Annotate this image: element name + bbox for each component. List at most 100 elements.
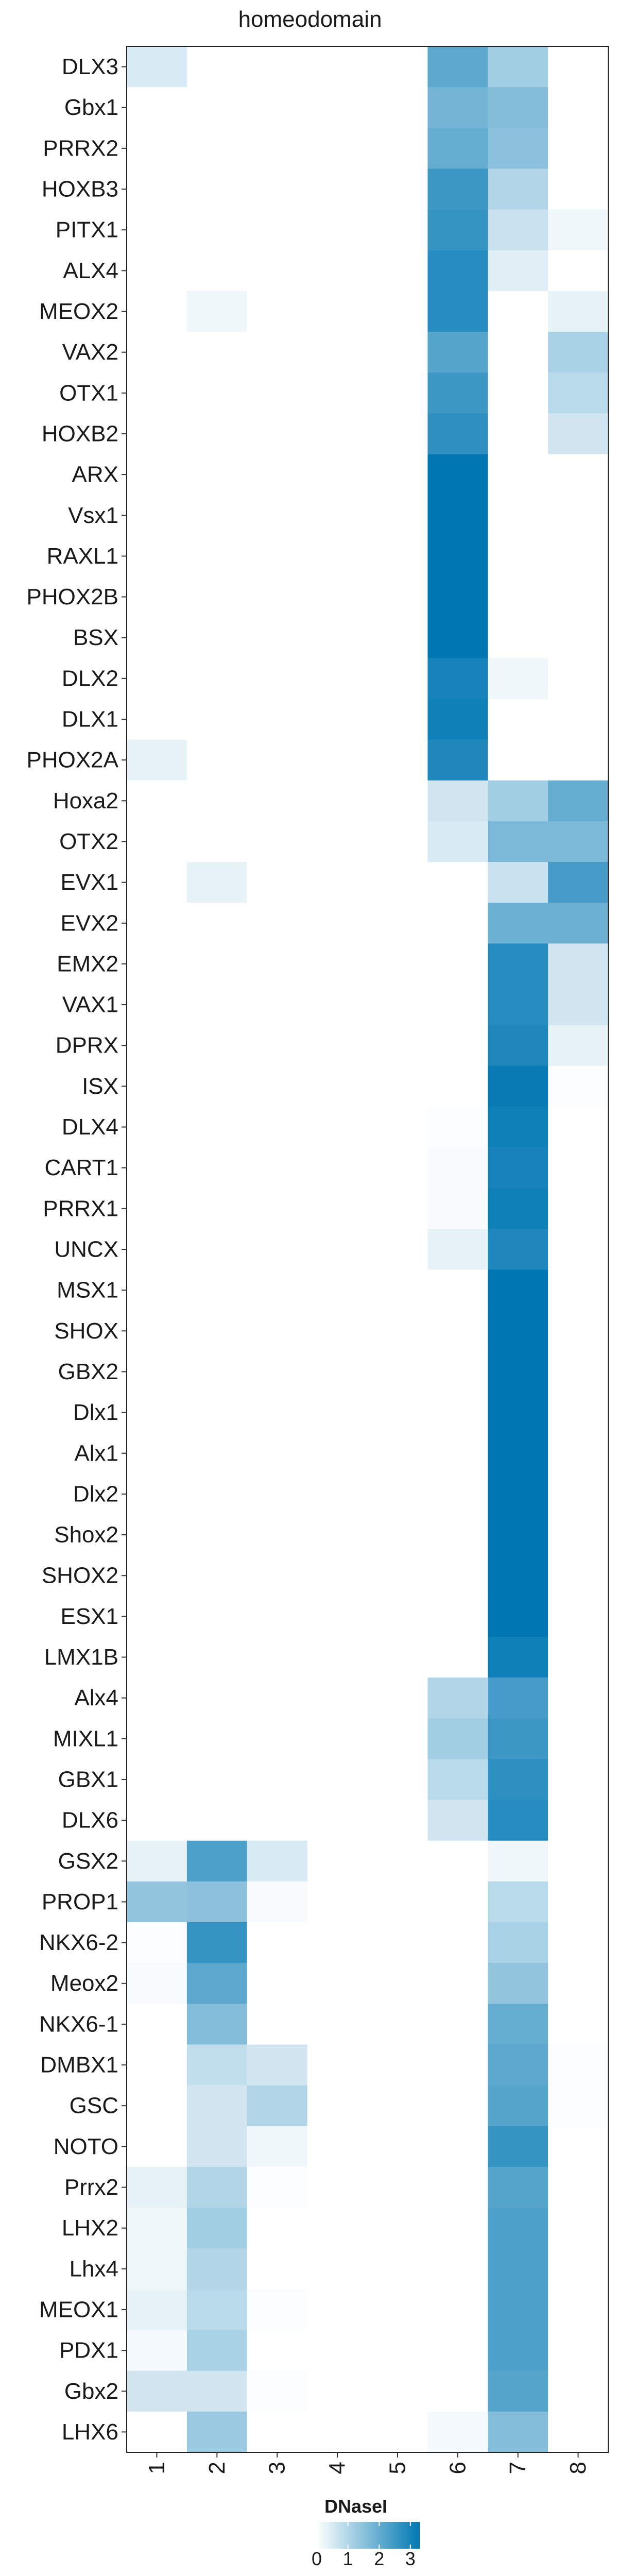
heatmap-cell [127,2370,187,2412]
heatmap-cell [488,87,548,128]
row-label: LHX2 [62,2215,118,2241]
heatmap-cell [367,699,428,740]
heatmap-cell [367,1025,428,1066]
heatmap-cell [186,1025,248,1066]
heatmap-cell [367,943,428,985]
heatmap-cell [488,2166,548,2208]
heatmap-cell [488,1840,548,1882]
heatmap-cell [548,1188,609,1230]
heatmap-cell [307,168,368,210]
heatmap-cell [307,2289,368,2331]
row-label: EVX1 [60,870,118,895]
heatmap-cell [307,862,368,903]
heatmap-cell [127,821,187,862]
heatmap-cell [247,576,308,618]
heatmap-cell [307,1147,368,1189]
heatmap-cell [548,1433,609,1474]
heatmap-cell [548,1310,609,1352]
heatmap-cell [427,454,488,496]
heatmap-cell [127,2248,187,2290]
heatmap-cell [548,291,609,332]
heatmap-cell [548,413,609,455]
row-label: DLX4 [62,1114,118,1140]
heatmap-cell [427,2126,488,2167]
heatmap-cell [427,1759,488,1801]
heatmap-cell [488,658,548,700]
heatmap-cell [548,1718,609,1759]
heatmap-cell [548,2004,609,2045]
column-label: 7 [505,2462,530,2474]
heatmap-cell [186,1963,248,2004]
heatmap-cell [186,2044,248,2086]
heatmap-cell [367,1881,428,1923]
heatmap-cell [427,780,488,822]
heatmap-cell [307,332,368,373]
heatmap-cell [247,87,308,128]
heatmap-cell [488,1555,548,1597]
heatmap-cell [427,168,488,210]
row-label: Vsx1 [68,503,118,528]
heatmap-cell [427,821,488,862]
heatmap-cell [367,1514,428,1556]
row-label: Dlx2 [73,1481,118,1506]
heatmap-cell [548,46,609,88]
heatmap-cell [186,1106,248,1148]
heatmap-cell [548,739,609,781]
row-label: PRRX2 [43,135,118,161]
heatmap-cell [367,780,428,822]
heatmap-cell [247,209,308,251]
heatmap-cell [488,2126,548,2167]
heatmap-cell [127,1106,187,1148]
heatmap-cell [488,1473,548,1515]
heatmap-cell [367,250,428,292]
heatmap-cell [127,1596,187,1637]
heatmap-cell [488,1351,548,1393]
heatmap-cell [186,2370,248,2412]
column-label: 4 [325,2462,350,2474]
heatmap-cell [307,495,368,536]
heatmap-cell [307,535,368,577]
heatmap-cell [247,168,308,210]
heatmap-cell [307,2330,368,2371]
heatmap-cell [427,2166,488,2208]
heatmap-cell [367,2044,428,2086]
heatmap-cell [367,2208,428,2249]
heatmap-cell [247,1147,308,1189]
heatmap-cell [367,291,428,332]
heatmap-cell [127,332,187,373]
row-label: PRRX1 [43,1196,118,1221]
heatmap-cell [247,2289,308,2331]
heatmap-cell [127,2166,187,2208]
heatmap-cell [427,495,488,536]
row-label: GSC [70,2093,118,2119]
heatmap-cell [488,1392,548,1433]
row-label: DLX2 [62,666,118,691]
row-label: DLX6 [62,1808,118,1833]
heatmap-cell [247,1188,308,1230]
heatmap-cell [488,168,548,210]
row-label: PITX1 [56,217,118,243]
heatmap-cell [427,1677,488,1719]
heatmap-cell [127,1147,187,1189]
heatmap-cell [127,2004,187,2045]
row-label: OTX2 [59,829,118,854]
heatmap-cell [127,903,187,944]
heatmap-cell [367,1718,428,1759]
heatmap-cell [367,1433,428,1474]
heatmap-cell [367,1677,428,1719]
heatmap-cell [548,1963,609,2004]
heatmap-cell [427,1840,488,1882]
heatmap-cell [427,1147,488,1189]
heatmap-cell [127,209,187,251]
heatmap-cell [186,739,248,781]
heatmap-cell [307,1840,368,1882]
heatmap-cell [488,1229,548,1270]
heatmap-cell [186,1677,248,1719]
heatmap-cell [427,2370,488,2412]
heatmap-cell [186,1555,248,1597]
heatmap-cell [186,495,248,536]
heatmap-cell [367,87,428,128]
heatmap-cell [307,2370,368,2412]
colorbar-tick-label: 0 [312,2548,322,2569]
heatmap-cell [488,46,548,88]
